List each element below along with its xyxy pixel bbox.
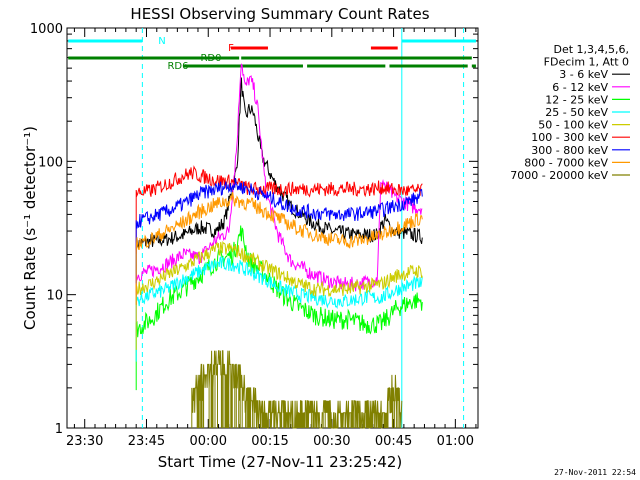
y-tick-label: 10 bbox=[46, 289, 63, 304]
chart-title: HESSI Observing Summary Count Rates bbox=[130, 5, 429, 23]
series-line bbox=[135, 192, 423, 305]
x-tick-label: 00:45 bbox=[375, 434, 412, 449]
x-axis-label: Start Time (27-Nov-11 23:25:42) bbox=[158, 453, 403, 471]
series-line bbox=[135, 63, 423, 336]
status-label-n: N bbox=[158, 36, 165, 47]
legend-entry: 300 - 800 keV bbox=[531, 144, 608, 157]
legend-entry: 25 - 50 keV bbox=[545, 106, 608, 119]
x-tick-label: 00:15 bbox=[251, 434, 288, 449]
legend: Det 1,3,4,5,6,FDecim 1, Att 03 - 6 keV6 … bbox=[510, 43, 630, 182]
y-axis-label: Count Rate (s⁻¹ detector⁻¹) bbox=[21, 126, 39, 330]
x-tick-label: 00:00 bbox=[190, 434, 227, 449]
legend-entry: 50 - 100 keV bbox=[538, 119, 608, 132]
plot-area: 1 10 100 1000 23:30 23:45 00:00 00:15 00:30 00:45… bbox=[30, 22, 479, 449]
status-label-f: F bbox=[228, 43, 234, 54]
legend-entry: 6 - 12 keV bbox=[552, 81, 608, 94]
legend-entry: 3 - 6 keV bbox=[559, 68, 608, 81]
legend-entry: 7000 - 20000 keV bbox=[510, 169, 608, 182]
legend-header: Det 1,3,4,5,6, bbox=[553, 43, 629, 56]
x-tick-label: 23:45 bbox=[128, 434, 165, 449]
series-line bbox=[135, 165, 423, 254]
x-tick-label: 23:30 bbox=[66, 434, 103, 449]
x-tick-label: 01:00 bbox=[437, 434, 474, 449]
legend-entry: 800 - 7000 keV bbox=[524, 156, 608, 169]
status-label-rd0: RD0 bbox=[200, 53, 221, 64]
series-line bbox=[135, 177, 423, 283]
plot-frame bbox=[66, 27, 479, 429]
y-tick-label: 1000 bbox=[30, 22, 63, 37]
status-label-rd6: RD6 bbox=[167, 61, 188, 72]
series-line bbox=[191, 350, 403, 429]
series-line bbox=[135, 240, 423, 350]
y-tick-label: 1 bbox=[55, 422, 63, 437]
legend-entry: 100 - 300 keV bbox=[531, 131, 608, 144]
legend-header: FDecim 1, Att 0 bbox=[544, 56, 629, 69]
series-line bbox=[135, 255, 423, 362]
timestamp-label: 27-Nov-2011 22:54 bbox=[554, 468, 636, 477]
y-tick-label: 100 bbox=[38, 155, 63, 170]
x-tick-label: 00:30 bbox=[313, 434, 350, 449]
legend-entry: 12 - 25 keV bbox=[545, 93, 608, 106]
series-line bbox=[135, 225, 423, 391]
